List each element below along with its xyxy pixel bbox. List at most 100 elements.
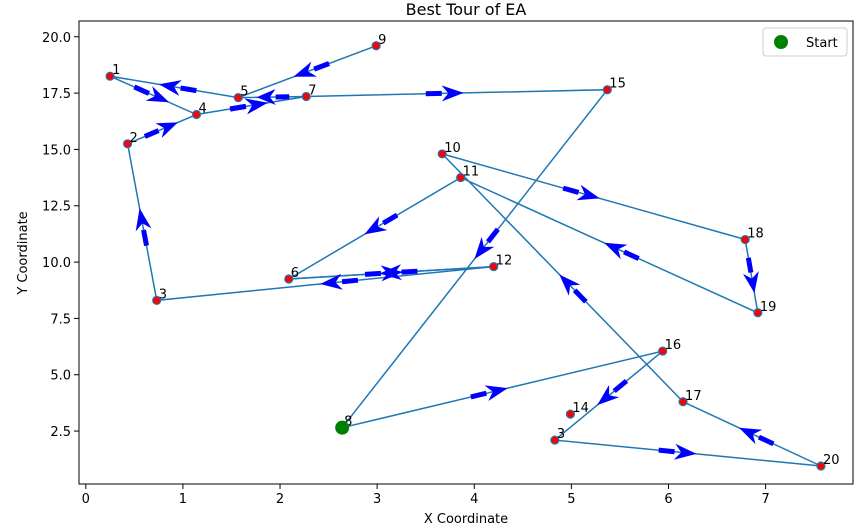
city-point — [152, 295, 162, 305]
direction-arrow — [474, 227, 500, 260]
direction-arrow — [597, 379, 629, 406]
arrow-shaft — [623, 249, 640, 261]
plot-frame — [78, 20, 854, 485]
city-label: 15 — [609, 77, 626, 92]
x-tick-label: 5 — [567, 492, 575, 507]
city-point — [284, 274, 294, 284]
city-point — [233, 93, 243, 103]
arrow-head — [597, 384, 620, 406]
city-point — [740, 234, 750, 245]
city-label: 10 — [444, 141, 461, 156]
legend-start-label: Start — [806, 36, 838, 51]
legend-start-marker — [774, 35, 788, 49]
city-label: 11 — [463, 165, 480, 180]
arrow-shaft — [745, 257, 754, 273]
y-tick-label: 12.5 — [42, 200, 71, 215]
x-tick-label: 6 — [664, 492, 672, 507]
city-label: 5 — [240, 85, 248, 100]
arrow-shaft — [658, 447, 675, 455]
direction-arrow — [658, 443, 697, 460]
y-tick-label: 7.5 — [50, 312, 71, 327]
arrow-head — [743, 271, 759, 293]
city-point — [489, 261, 499, 272]
arrow-shaft — [401, 268, 418, 275]
arrow-shaft — [141, 229, 149, 247]
city-point — [678, 397, 688, 407]
arrow-shaft — [133, 84, 150, 96]
city-point — [565, 409, 575, 419]
chart-title: Best Tour of EA — [406, 0, 527, 19]
city-label: 14 — [572, 401, 589, 416]
city-label: 7 — [308, 83, 316, 98]
arrow-shaft — [612, 379, 629, 394]
arrow-head — [559, 274, 581, 296]
city-point — [437, 149, 447, 159]
arrow-head — [256, 89, 276, 105]
city-label: 3 — [159, 287, 167, 302]
arrow-shaft — [757, 434, 775, 447]
direction-arrow — [293, 61, 330, 77]
y-tick-label: 10.0 — [42, 256, 71, 271]
arrow-head — [441, 85, 464, 102]
city-label: 17 — [685, 389, 702, 404]
arrow-head — [576, 184, 600, 201]
city-point — [122, 139, 133, 149]
city-label: 20 — [823, 453, 840, 468]
y-tick-label: 15.0 — [42, 143, 71, 158]
arrow-head — [673, 443, 697, 460]
arrow-head — [244, 98, 268, 115]
x-axis-label: X Coordinate — [424, 512, 508, 527]
direction-arrow — [739, 427, 775, 447]
arrow-shaft — [229, 103, 247, 112]
city-label: 3 — [557, 427, 565, 442]
city-point — [105, 71, 115, 81]
arrow-shaft — [486, 227, 500, 244]
city-label: 19 — [760, 300, 777, 315]
arrow-head — [320, 273, 343, 290]
direction-arrow — [364, 212, 399, 235]
direction-arrow — [320, 273, 359, 290]
arrow-head — [155, 122, 178, 138]
city-label: 2 — [130, 131, 138, 146]
arrow-shaft — [313, 61, 330, 72]
direction-arrow — [559, 274, 588, 304]
direction-arrow — [256, 89, 290, 105]
city-point — [456, 172, 466, 183]
direction-arrow — [604, 242, 640, 261]
city-label: 4 — [199, 102, 207, 117]
arrow-shaft — [470, 390, 487, 400]
legend: Start — [762, 27, 848, 57]
city-point — [191, 109, 202, 120]
direction-arrow — [135, 208, 152, 247]
legend-box — [762, 27, 848, 57]
arrow-shaft — [341, 277, 359, 285]
x-tick-label: 2 — [276, 492, 284, 507]
city-label: 12 — [496, 254, 513, 269]
arrow-head — [364, 216, 388, 235]
y-tick-label: 20.0 — [42, 31, 71, 46]
tour-line — [109, 75, 822, 467]
arrow-shaft — [382, 212, 399, 226]
arrow-shaft — [143, 128, 160, 139]
arrow-head — [158, 80, 182, 96]
arrow-head — [379, 264, 402, 281]
city-point — [301, 91, 311, 102]
x-tick-label: 4 — [470, 492, 478, 507]
direction-arrow — [133, 84, 170, 103]
x-tick-label: 7 — [761, 492, 769, 507]
direction-arrow — [743, 257, 759, 293]
city-label: 16 — [665, 338, 682, 353]
y-tick-label: 2.5 — [50, 425, 71, 440]
arrow-head — [293, 61, 317, 77]
arrow-head — [739, 427, 763, 445]
city-label: 18 — [747, 227, 764, 242]
direction-arrow — [425, 85, 464, 102]
arrow-head — [604, 242, 628, 260]
y-axis-label: Y Coordinate — [16, 211, 31, 295]
arrow-head — [145, 86, 170, 103]
direction-arrow — [379, 264, 418, 281]
x-tick-label: 0 — [82, 492, 90, 507]
city-point — [371, 41, 381, 51]
start-point — [335, 420, 350, 435]
